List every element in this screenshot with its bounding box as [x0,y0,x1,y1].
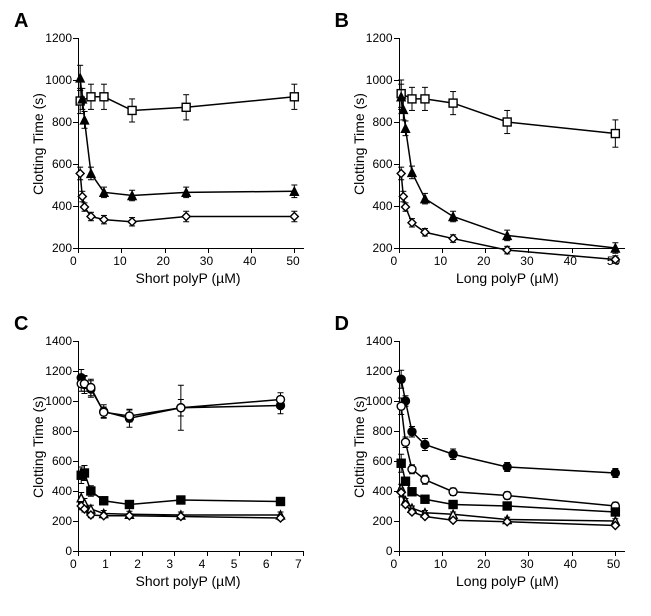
x-tick [78,248,79,253]
chart-svg [399,38,624,248]
y-tick-label: 1200 [361,364,393,378]
y-tick [73,551,78,552]
y-tick-label: 0 [361,544,393,558]
x-tick-label: 10 [113,254,126,268]
y-tick-label: 200 [40,514,72,528]
x-tick-label: 50 [286,254,299,268]
x-tick [399,551,400,556]
chart-svg [78,341,303,551]
panel-d: D010203040500200400600800100012001400Lon… [331,313,642,606]
panel-letter: D [335,313,349,336]
x-tick [572,551,573,556]
x-tick [528,551,529,556]
y-tick-label: 1200 [40,364,72,378]
x-tick [442,248,443,253]
y-tick-label: 1400 [40,334,72,348]
panel-b: B0102030405020040060080010001200Long pol… [331,10,642,303]
panel-c: C012345670200400600800100012001400Short … [10,313,321,606]
y-tick [73,248,78,249]
y-tick-label: 200 [361,241,393,255]
x-tick-label: 20 [477,557,490,571]
x-axis-label: Short polyP (µM) [136,573,241,589]
figure-grid: A0102030405020040060080010001200Short po… [10,10,641,606]
y-tick-label: 200 [40,241,72,255]
x-tick-label: 10 [434,557,447,571]
y-tick-label: 1200 [40,31,72,45]
x-tick [142,551,143,556]
panel-letter: B [335,10,349,33]
x-tick-label: 0 [70,557,77,571]
x-tick [442,551,443,556]
x-tick [615,551,616,556]
x-tick [485,248,486,253]
y-tick-label: 1200 [361,31,393,45]
y-tick [394,248,399,249]
x-tick [78,551,79,556]
y-tick-label: 1000 [40,73,72,87]
x-tick-label: 30 [520,254,533,268]
y-axis-label: Clotting Time (s) [351,396,367,498]
x-tick [271,551,272,556]
x-tick [485,551,486,556]
x-tick-label: 6 [263,557,270,571]
x-tick [165,248,166,253]
y-axis-label: Clotting Time (s) [351,93,367,195]
x-tick [572,248,573,253]
x-tick-label: 3 [166,557,173,571]
x-axis-label: Long polyP (µM) [456,573,559,589]
x-tick-label: 5 [231,557,238,571]
x-tick-label: 20 [157,254,170,268]
x-tick [121,248,122,253]
x-tick-label: 40 [243,254,256,268]
y-tick [394,551,399,552]
x-tick [207,551,208,556]
x-tick-label: 10 [434,254,447,268]
y-axis-label: Clotting Time (s) [30,396,46,498]
x-tick-label: 0 [391,254,398,268]
panel-letter: C [14,313,28,336]
x-tick [303,551,304,556]
x-tick [174,551,175,556]
y-tick-label: 200 [361,514,393,528]
y-tick-label: 0 [40,544,72,558]
chart-svg [399,341,624,551]
y-tick-label: 400 [361,199,393,213]
x-axis-label: Long polyP (µM) [456,270,559,286]
x-tick-label: 40 [564,557,577,571]
x-tick-label: 1 [102,557,109,571]
x-tick-label: 2 [134,557,141,571]
x-tick-label: 20 [477,254,490,268]
chart-svg [78,38,303,248]
x-tick [399,248,400,253]
y-tick-label: 1400 [361,334,393,348]
panel-a: A0102030405020040060080010001200Short po… [10,10,321,303]
x-tick-label: 30 [200,254,213,268]
y-tick-label: 1000 [361,73,393,87]
x-tick [251,248,252,253]
panel-letter: A [14,10,28,33]
x-tick-label: 4 [199,557,206,571]
x-tick-label: 30 [520,557,533,571]
x-tick [208,248,209,253]
x-tick [239,551,240,556]
x-tick [294,248,295,253]
x-axis-label: Short polyP (µM) [136,270,241,286]
y-axis-label: Clotting Time (s) [30,93,46,195]
x-tick-label: 0 [391,557,398,571]
x-tick [110,551,111,556]
x-tick-label: 7 [295,557,302,571]
y-tick-label: 400 [40,199,72,213]
x-tick-label: 50 [607,557,620,571]
x-tick-label: 0 [70,254,77,268]
